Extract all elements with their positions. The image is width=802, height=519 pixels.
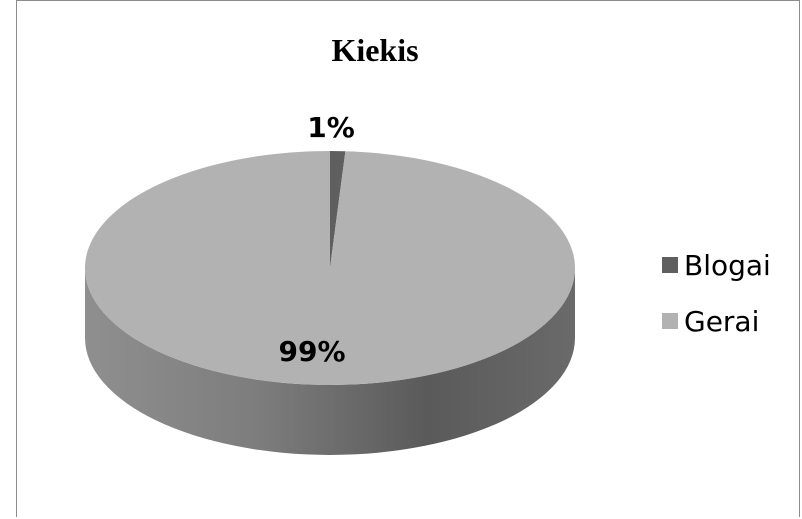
legend-swatch-gerai	[662, 313, 678, 329]
legend: Blogai Gerai	[662, 248, 771, 360]
data-labels-group: 1% 99%	[278, 111, 354, 368]
pie-slices-group	[85, 151, 576, 455]
legend-swatch-blogai	[662, 257, 678, 273]
pie-side-wall	[85, 268, 575, 455]
legend-item-blogai: Blogai	[662, 248, 771, 282]
legend-label-blogai: Blogai	[684, 248, 771, 282]
legend-item-gerai: Gerai	[662, 304, 771, 338]
legend-label-gerai: Gerai	[684, 304, 760, 338]
pie-slice-gerai	[85, 151, 576, 386]
pie-slice-blogai	[330, 151, 346, 268]
chart-title: Kiekis	[331, 32, 419, 68]
data-label-blogai: 1%	[307, 111, 355, 144]
data-label-gerai: 99%	[278, 335, 345, 368]
